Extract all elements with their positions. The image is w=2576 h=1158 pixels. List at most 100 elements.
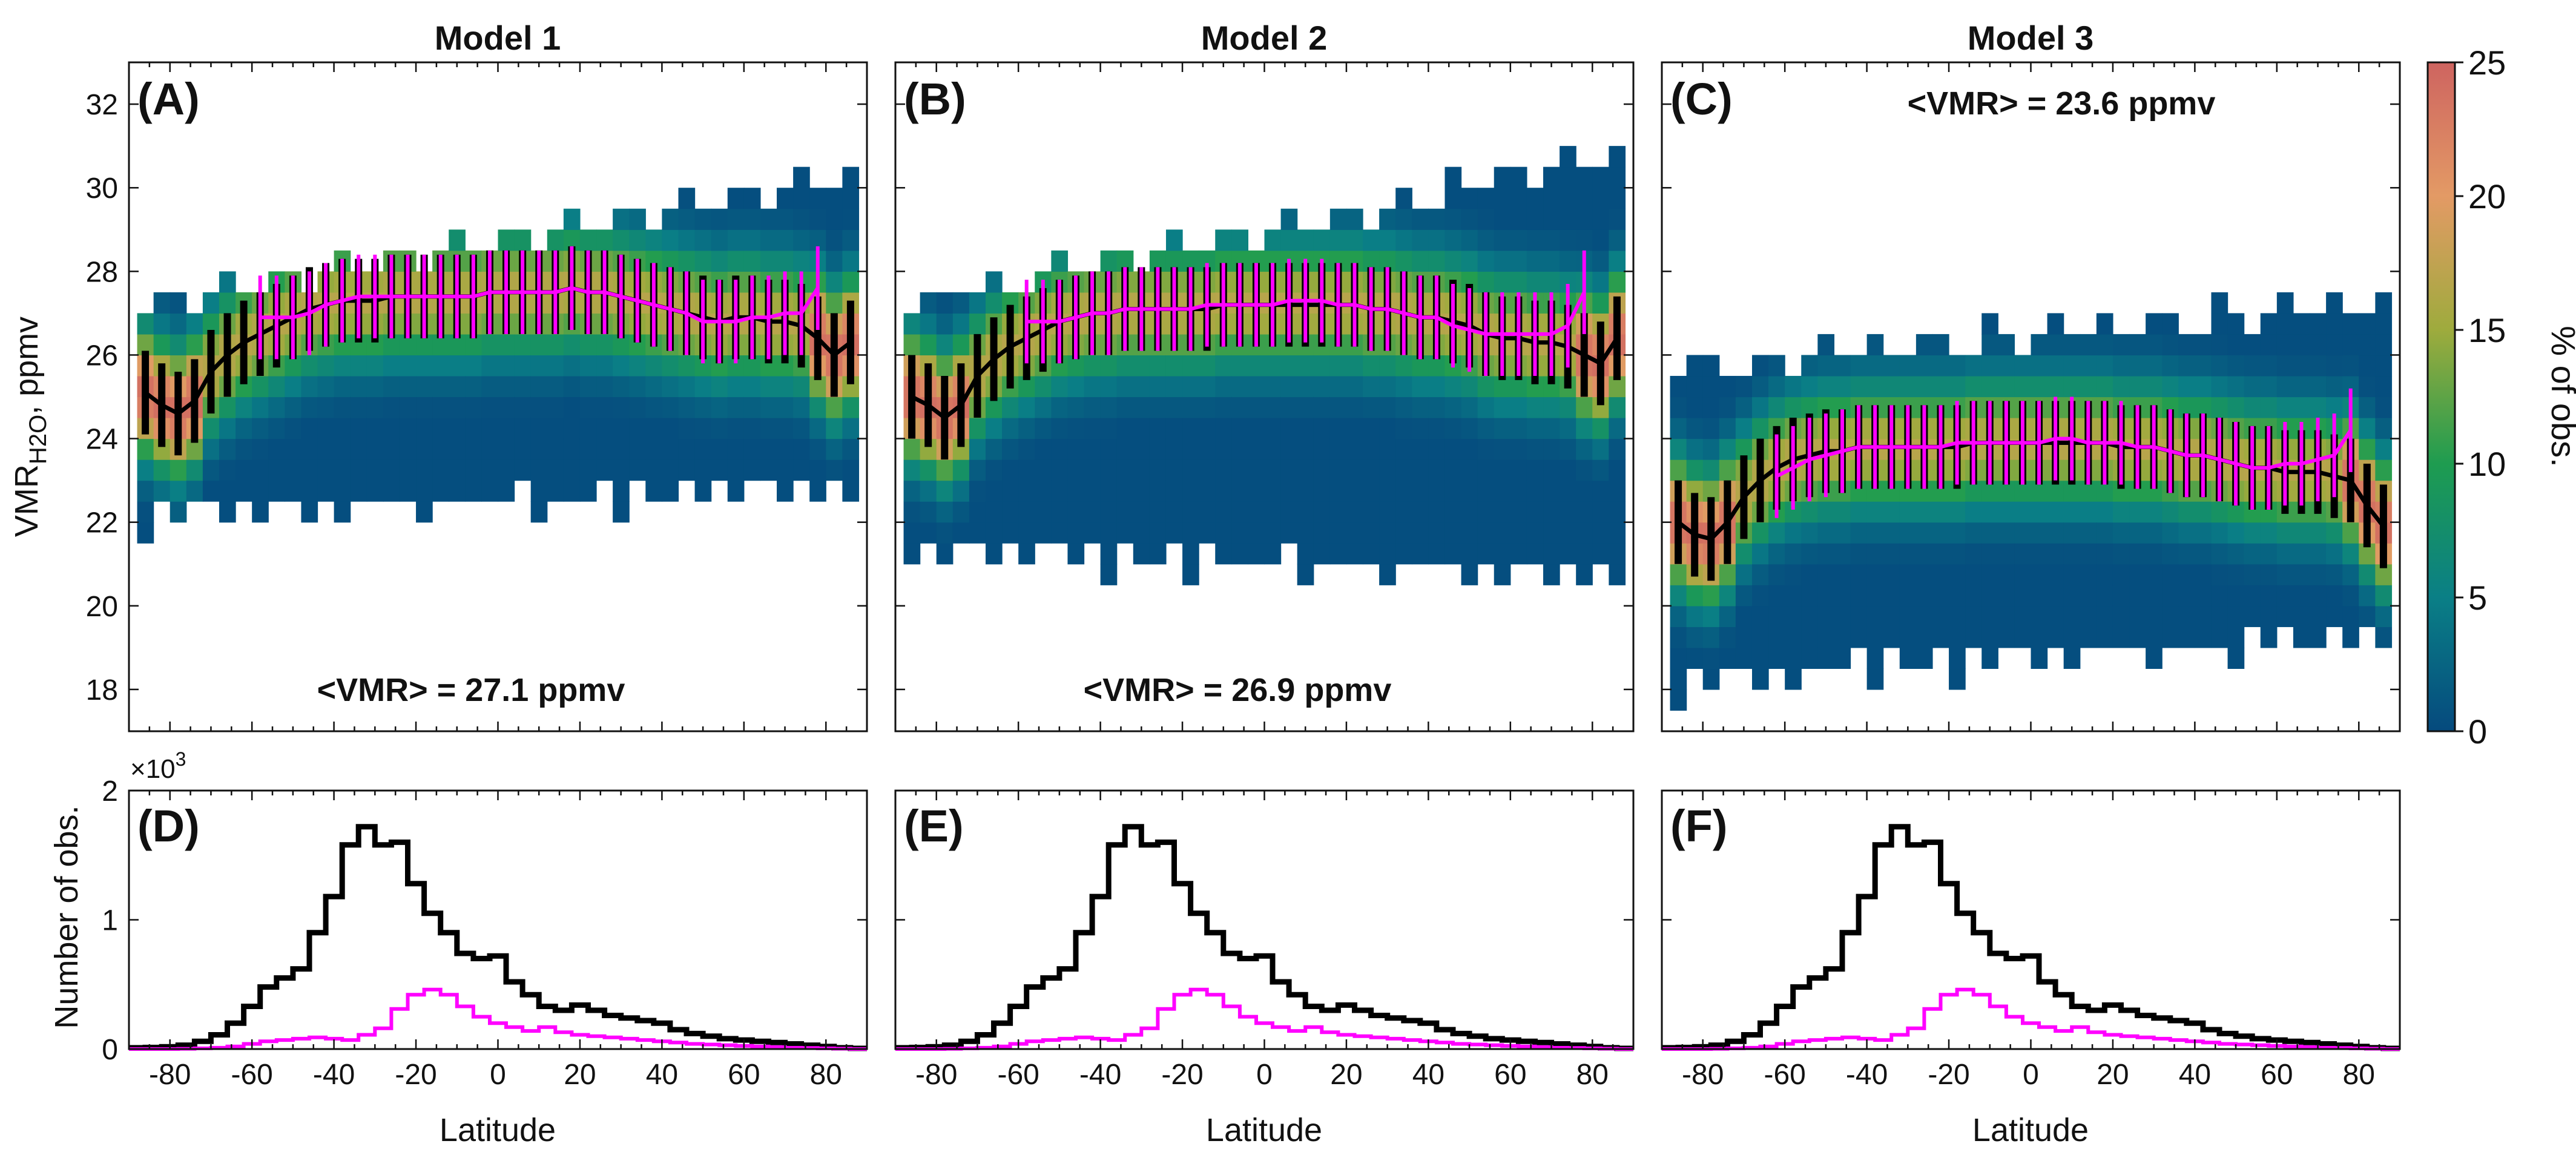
- heatmap-cell: [2195, 543, 2212, 565]
- heatmap-cell: [219, 459, 236, 481]
- heatmap-cell: [678, 396, 696, 418]
- heatmap-cell: [530, 375, 548, 398]
- heatmap-cell: [1067, 501, 1085, 523]
- heatmap-cell: [1526, 522, 1544, 544]
- heatmap-cell: [1100, 355, 1118, 377]
- heatmap-cell: [1981, 564, 1998, 585]
- heatmap-cell: [579, 480, 597, 502]
- heatmap-cell: [645, 229, 662, 251]
- heatmap-cell: [2146, 522, 2163, 544]
- heatmap-cell: [1543, 543, 1560, 565]
- heatmap-cell: [252, 375, 269, 398]
- heatmap-panel-a: 18 20 22 24 26 28 30 32 (A) <VMR> = 27.1 ppmv: [86, 61, 868, 732]
- heatmap-cell: [1215, 522, 1232, 544]
- heatmap-cell: [1264, 438, 1282, 460]
- heatmap-cell: [1576, 208, 1593, 230]
- heatmap-cell: [1609, 480, 1626, 502]
- heatmap-cell: [1379, 418, 1396, 439]
- heatmap-cell: [1067, 438, 1085, 460]
- heatmap-cell: [1609, 166, 1626, 188]
- heatmap-cell: [2096, 501, 2113, 523]
- heatmap-cell: [1949, 522, 1966, 544]
- heatmap-cell: [1395, 355, 1412, 377]
- heatmap-cell: [645, 396, 662, 418]
- heatmap-cell: [2211, 585, 2228, 607]
- heatmap-cell: [985, 480, 1003, 502]
- heatmap-cell: [711, 250, 728, 272]
- heatmap-cell: [2310, 585, 2327, 607]
- heatmap-cell: [1395, 396, 1412, 418]
- count-x-tick-label: 20: [564, 1059, 596, 1091]
- heatmap-cell: [1182, 355, 1199, 377]
- heatmap-cell: [1702, 375, 1720, 398]
- heatmap-cell: [743, 418, 761, 439]
- heatmap-cell: [1965, 564, 1982, 585]
- heatmap-cell: [1998, 585, 2015, 607]
- heatmap-cell: [1199, 480, 1216, 502]
- heatmap-cell: [2375, 605, 2393, 627]
- heatmap-cell: [1329, 480, 1347, 502]
- heatmap-cell: [2080, 627, 2097, 648]
- heatmap-cell: [137, 501, 154, 523]
- heatmap-cell: [2162, 522, 2179, 544]
- heatmap-cell: [2227, 564, 2245, 585]
- heatmap-cell: [252, 418, 269, 439]
- heatmap-cell: [1477, 188, 1495, 209]
- heatmap-cell: [2211, 501, 2228, 523]
- heatmap-cell: [399, 459, 417, 481]
- heatmap-cell: [1932, 375, 1949, 398]
- heatmap-cell: [809, 208, 826, 230]
- heatmap-cell: [2146, 334, 2163, 356]
- heatmap-cell: [1297, 229, 1314, 251]
- heatmap-cell: [1560, 543, 1576, 565]
- heatmap-cell: [170, 501, 187, 523]
- heatmap-cell: [1670, 438, 1687, 460]
- heatmap-cell: [2326, 543, 2343, 565]
- heatmap-cell: [727, 459, 745, 481]
- heatmap-cell: [678, 459, 696, 481]
- heatmap-cell: [563, 208, 581, 230]
- heatmap-cell: [1801, 647, 1818, 669]
- heatmap-cell: [1543, 208, 1560, 230]
- heatmap-cell: [2227, 647, 2245, 669]
- heatmap-cell: [2014, 543, 2032, 565]
- heatmap-cell: [1543, 522, 1560, 544]
- heatmap-cell: [645, 438, 662, 460]
- heatmap-cell: [1002, 418, 1019, 439]
- heatmap-cell: [1297, 459, 1314, 481]
- heatmap-cell: [1834, 543, 1851, 565]
- heatmap-cell: [1526, 418, 1544, 439]
- heatmap-cell: [1735, 375, 1753, 398]
- heatmap-cell: [1444, 229, 1462, 251]
- heatmap-cell: [2375, 627, 2393, 648]
- heatmap-cell: [1412, 396, 1429, 418]
- heatmap-cell: [1592, 543, 1609, 565]
- heatmap-cell: [1735, 418, 1753, 439]
- vmr-annotation: <VMR> = 26.9 ppmv: [1084, 672, 1392, 708]
- heatmap-cell: [383, 396, 400, 418]
- heatmap-cell: [2080, 522, 2097, 544]
- heatmap-cell: [1165, 355, 1183, 377]
- heatmap-cell: [1444, 250, 1462, 272]
- heatmap-cell: [1719, 459, 1736, 481]
- heatmap-cell: [1998, 334, 2015, 356]
- heatmap-cell: [1670, 605, 1687, 627]
- heatmap-cell: [2096, 313, 2113, 335]
- heatmap-cell: [1670, 564, 1687, 585]
- heatmap-cell: [1248, 543, 1265, 565]
- heatmap-cell: [1510, 480, 1527, 502]
- heatmap-cell: [1428, 396, 1446, 418]
- heatmap-cell: [1817, 585, 1835, 607]
- heatmap-cell: [2359, 605, 2376, 627]
- heatmap-cell: [1018, 522, 1035, 544]
- heatmap-cell: [2096, 355, 2113, 377]
- heatmap-cell: [2047, 375, 2064, 398]
- heatmap-cell: [498, 375, 515, 398]
- heatmap-cell: [432, 480, 449, 502]
- heatmap-cell: [1866, 334, 1884, 356]
- heatmap-cell: [920, 334, 937, 356]
- heatmap-cell: [465, 459, 483, 481]
- heatmap-cell: [1932, 355, 1949, 377]
- heatmap-cell: [1576, 543, 1593, 565]
- heatmap-cell: [202, 418, 220, 439]
